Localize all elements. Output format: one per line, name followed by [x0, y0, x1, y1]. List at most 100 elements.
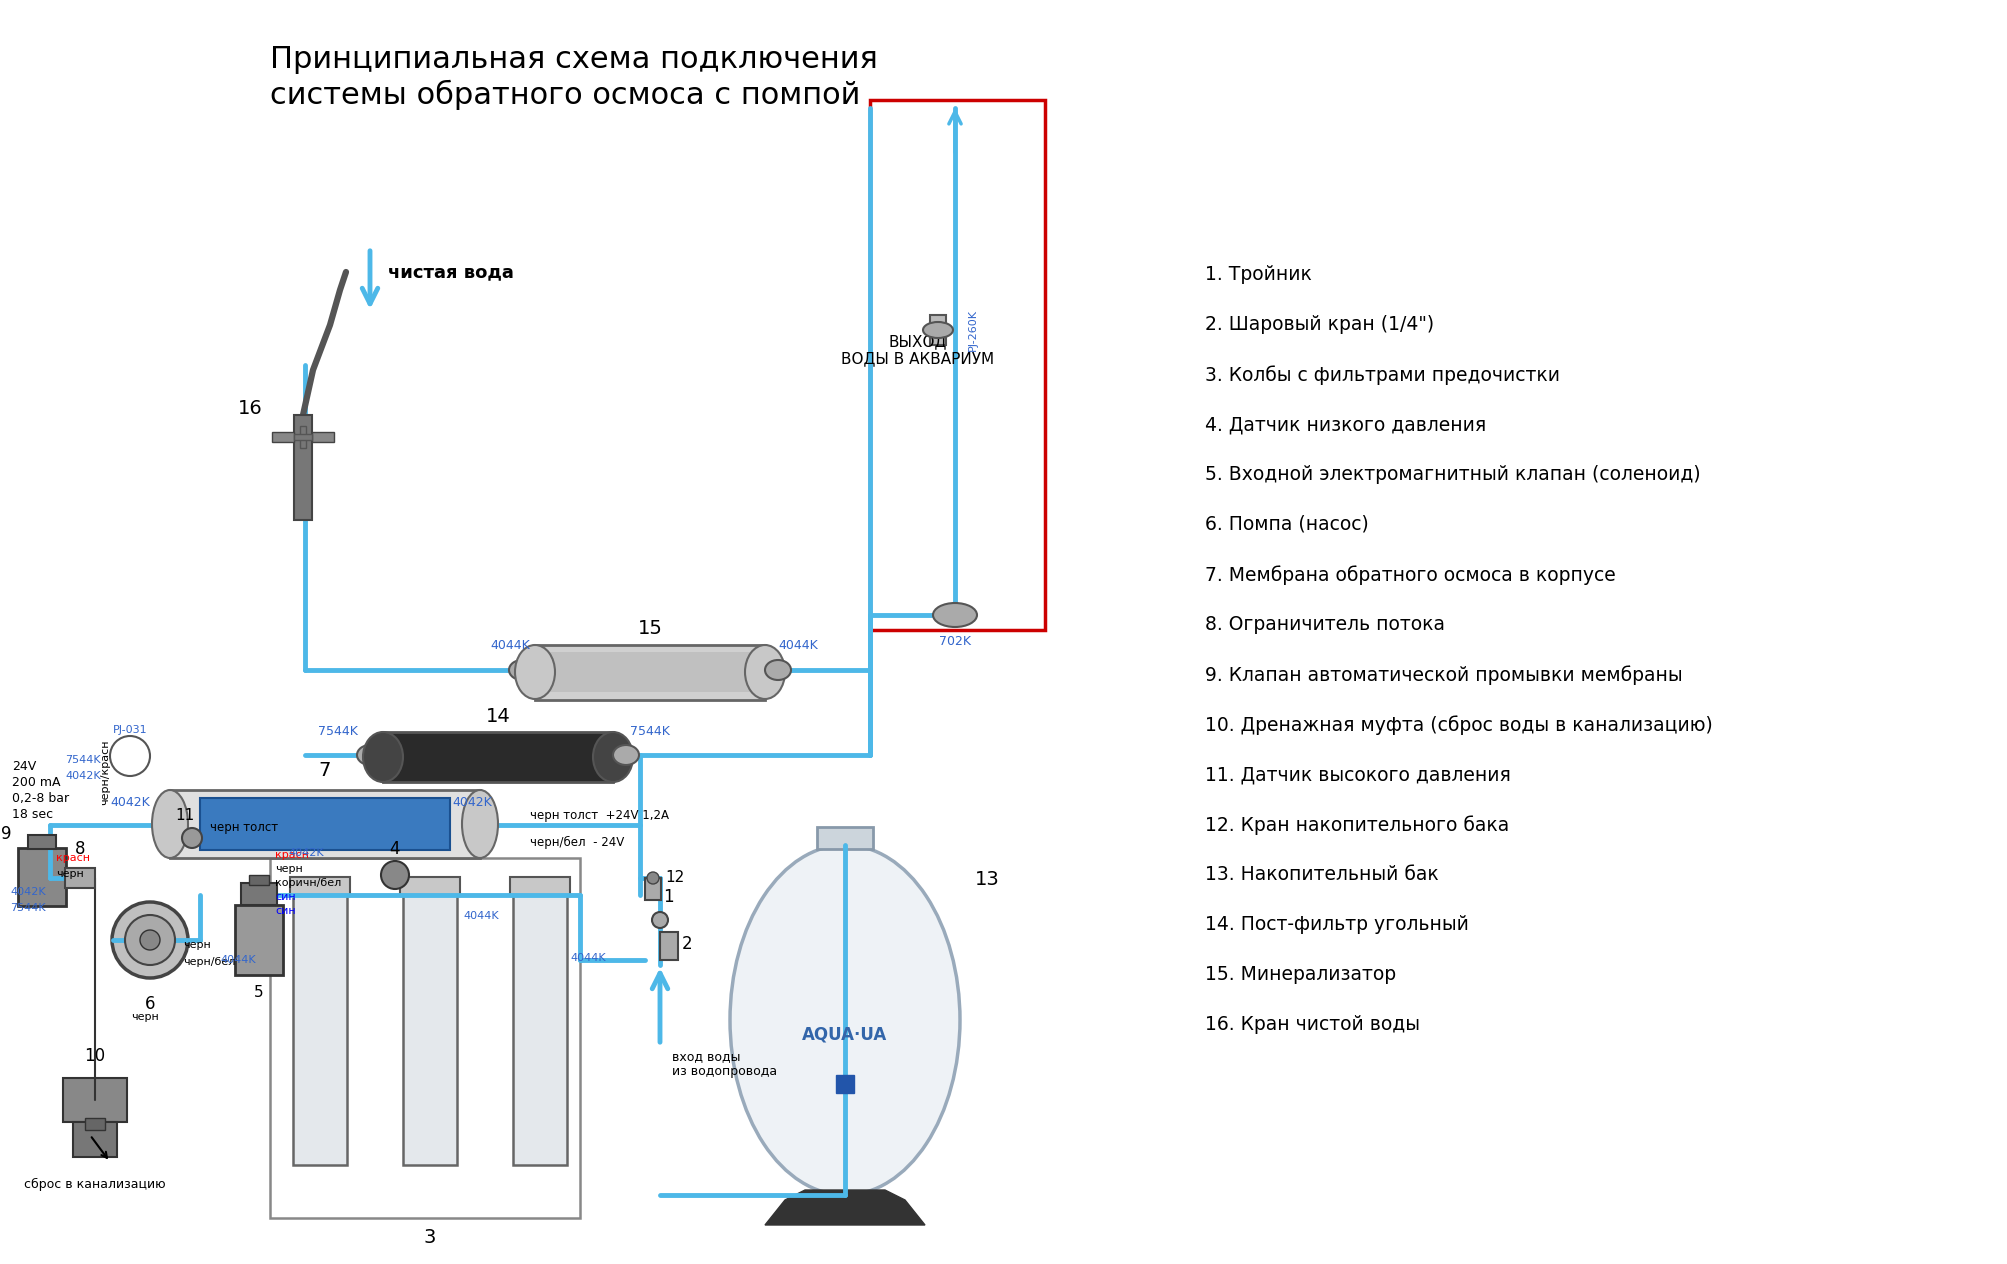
Bar: [62, 1078, 126, 1122]
Text: 11. Датчик высокого давления: 11. Датчик высокого давления: [1204, 765, 1509, 784]
Text: 2: 2: [682, 935, 692, 953]
Text: черн/бел  - 24V: черн/бел - 24V: [530, 836, 624, 848]
Text: 4042K: 4042K: [110, 796, 151, 809]
Text: ВЫХОД
ВОДЫ В АКВАРИУМ: ВЫХОД ВОДЫ В АКВАРИУМ: [841, 334, 993, 367]
Text: 2. Шаровый кран (1/4"): 2. Шаровый кран (1/4"): [1204, 315, 1433, 334]
Text: 14: 14: [486, 707, 510, 726]
Bar: [84, 1117, 104, 1130]
Text: 5: 5: [255, 985, 263, 1000]
Text: син: син: [275, 892, 295, 902]
Bar: [311, 432, 333, 442]
Ellipse shape: [357, 744, 383, 765]
Text: 0,2-8 bar: 0,2-8 bar: [12, 793, 68, 805]
Text: 5. Входной электромагнитный клапан (соленоид): 5. Входной электромагнитный клапан (соле…: [1204, 465, 1700, 484]
Text: 4042K: 4042K: [64, 771, 100, 781]
Text: 10: 10: [84, 1047, 106, 1066]
Bar: [289, 877, 349, 895]
Text: 11: 11: [175, 808, 195, 823]
Text: 1. Тройник: 1. Тройник: [1204, 265, 1311, 284]
Bar: [293, 434, 311, 440]
Bar: [929, 315, 945, 345]
Text: 14. Пост-фильтр угольный: 14. Пост-фильтр угольный: [1204, 915, 1469, 934]
Bar: [817, 827, 873, 849]
Text: черн: черн: [275, 865, 303, 873]
Text: 8: 8: [74, 841, 84, 858]
Bar: [383, 732, 612, 782]
Bar: [201, 798, 450, 849]
Bar: [293, 895, 347, 1165]
Circle shape: [124, 915, 175, 964]
Text: 6: 6: [145, 995, 155, 1012]
Bar: [534, 645, 765, 700]
Circle shape: [112, 902, 189, 978]
Text: 200 mA: 200 mA: [12, 776, 60, 789]
Text: 7544K: 7544K: [10, 902, 46, 913]
Text: 7544K: 7544K: [630, 726, 670, 738]
Bar: [271, 432, 293, 442]
Bar: [171, 790, 480, 858]
Text: 4: 4: [389, 841, 399, 858]
Text: 10. Дренажная муфта (сброс воды в канализацию): 10. Дренажная муфта (сброс воды в канали…: [1204, 715, 1712, 734]
Text: 1: 1: [662, 889, 672, 906]
Circle shape: [646, 872, 658, 884]
Text: 8. Ограничитель потока: 8. Ограничитель потока: [1204, 616, 1445, 635]
Text: 4044K: 4044K: [570, 953, 606, 963]
Text: 4044K: 4044K: [221, 956, 255, 964]
Text: 9. Клапан автоматической промывки мембраны: 9. Клапан автоматической промывки мембра…: [1204, 665, 1682, 685]
Text: черн/бел: черн/бел: [183, 957, 235, 967]
Text: черн толст: черн толст: [211, 822, 279, 834]
Ellipse shape: [514, 645, 554, 699]
Text: 16: 16: [239, 398, 263, 417]
Ellipse shape: [933, 603, 977, 627]
Text: AQUA·UA: AQUA·UA: [803, 1026, 887, 1044]
Text: системы обратного осмоса с помпой: системы обратного осмоса с помпой: [269, 80, 859, 110]
Text: сброс в канализацию: сброс в канализацию: [24, 1178, 167, 1191]
Bar: [297, 902, 341, 1157]
Ellipse shape: [592, 732, 632, 782]
Text: 15. Минерализатор: 15. Минерализатор: [1204, 964, 1395, 983]
Text: черн: черн: [183, 940, 211, 951]
Text: черн/красн: черн/красн: [100, 739, 110, 805]
Text: 18 sec: 18 sec: [12, 808, 52, 822]
Text: 4. Датчик низкого давления: 4. Датчик низкого давления: [1204, 415, 1485, 434]
Text: вход воды
из водопровода: вход воды из водопровода: [672, 1050, 777, 1078]
Text: Принципиальная схема подключения: Принципиальная схема подключения: [269, 46, 877, 75]
Bar: [512, 895, 566, 1165]
Ellipse shape: [765, 660, 791, 680]
Text: 24V: 24V: [12, 760, 36, 774]
Bar: [399, 877, 460, 895]
Bar: [235, 905, 283, 975]
Ellipse shape: [612, 744, 638, 765]
Text: 3: 3: [423, 1229, 436, 1248]
Bar: [269, 858, 580, 1218]
Text: 15: 15: [638, 619, 662, 638]
Bar: [299, 426, 305, 447]
Text: 13: 13: [975, 871, 999, 890]
Bar: [869, 100, 1044, 629]
Bar: [241, 884, 277, 905]
Text: 16. Кран чистой воды: 16. Кран чистой воды: [1204, 1015, 1419, 1034]
Bar: [518, 902, 562, 1157]
Ellipse shape: [508, 660, 534, 680]
Bar: [407, 902, 452, 1157]
Text: 12. Кран накопительного бака: 12. Кран накопительного бака: [1204, 815, 1509, 834]
Text: красн: красн: [56, 853, 90, 863]
Bar: [72, 1122, 116, 1157]
Text: черн: черн: [130, 1012, 159, 1023]
Text: 7544K: 7544K: [64, 755, 100, 765]
Ellipse shape: [923, 322, 953, 337]
Ellipse shape: [731, 846, 959, 1194]
Ellipse shape: [462, 790, 498, 858]
Text: черн: черн: [56, 868, 84, 878]
Circle shape: [140, 930, 161, 951]
Circle shape: [183, 828, 203, 848]
Text: 4044K: 4044K: [464, 911, 498, 921]
Bar: [64, 868, 94, 889]
Text: 12: 12: [664, 870, 684, 885]
Text: 4044K: 4044K: [490, 640, 530, 652]
Text: красн: красн: [275, 849, 309, 860]
Text: 13. Накопительный бак: 13. Накопительный бак: [1204, 865, 1439, 884]
Text: коричн/бел: коричн/бел: [275, 878, 341, 889]
Circle shape: [110, 736, 151, 776]
Circle shape: [652, 913, 668, 928]
